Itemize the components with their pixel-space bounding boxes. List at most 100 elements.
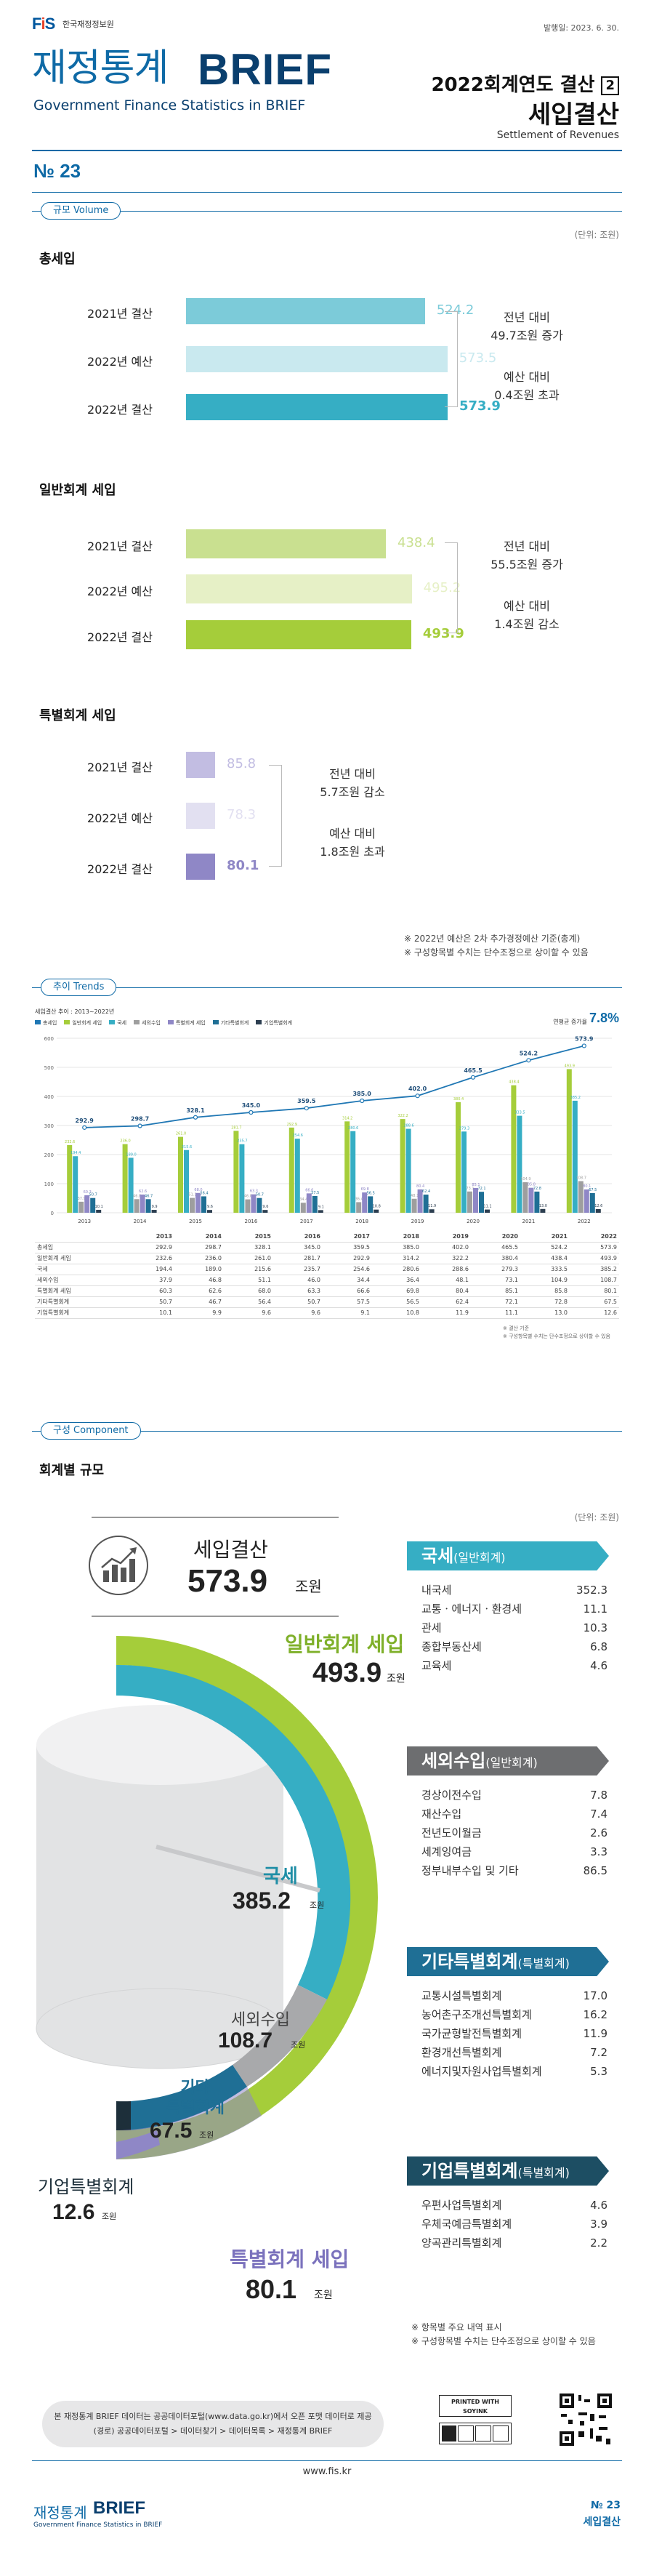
line-data-label: 385.0: [353, 1091, 372, 1097]
panel-item-label: 재산수입: [421, 1807, 462, 1821]
donut-label-tax: 국세: [263, 1866, 298, 1887]
qr-code-icon[interactable]: [558, 2392, 613, 2447]
legend-item: 특별회계 세입: [167, 1019, 206, 1027]
table-cell: 292.9: [124, 1242, 174, 1253]
panel-item: 세계잉여금 3.3: [421, 1842, 607, 1861]
bar-data-label: 34.4: [299, 1197, 307, 1202]
panel-item-value: 3.3: [590, 1845, 607, 1858]
line-total: [84, 1045, 585, 1128]
line-point: [470, 1075, 476, 1080]
panel-item: 우편사업특별회계 4.6: [421, 2196, 607, 2215]
table-cell: 67.5: [569, 1296, 619, 1308]
bar-data-label: 288.6: [403, 1124, 413, 1128]
table-cell: 72.8: [520, 1296, 570, 1308]
bar-1-1: [186, 574, 412, 603]
footer-url[interactable]: www.fis.kr: [302, 2466, 352, 2477]
bar-세외수입: [411, 1198, 417, 1213]
table-cell: 215.6: [223, 1264, 273, 1275]
x-tick-label: 2015: [189, 1219, 202, 1224]
volume-unit: (단위: 조원): [574, 230, 619, 240]
y-tick-label: 600: [44, 1036, 54, 1042]
bar-특별회계 세입: [251, 1194, 257, 1213]
note-yoy: 전년 대비 5.7조원 감소: [291, 765, 414, 801]
bar-일반회계 세입: [178, 1136, 183, 1213]
panel-item-value: 2.6: [590, 1826, 607, 1839]
total-label: 세입결산: [193, 1538, 269, 1562]
issue-title-text: 2022회계연도 결산: [431, 74, 595, 96]
bar-세외수입: [300, 1203, 306, 1213]
bar-data-label: 72.8: [533, 1187, 541, 1191]
y-tick-label: 200: [44, 1152, 54, 1158]
bar-data-label: 80.4: [416, 1184, 424, 1189]
panel-item: 재산수입 7.4: [421, 1805, 607, 1823]
bar-data-label: 10.8: [373, 1205, 381, 1209]
table-cell: 2016: [272, 1231, 323, 1243]
panel-title: 기업특별회계: [421, 2161, 518, 2181]
note-yoy-label: 전년 대비: [504, 310, 550, 324]
panel-item: 관세 10.3: [421, 1618, 607, 1637]
table-cell: 2019: [421, 1231, 471, 1243]
fis-logo: FiS: [32, 15, 55, 33]
bar-국세: [294, 1139, 300, 1213]
subtitle-en: Government Finance Statistics in BRIEF: [33, 97, 306, 113]
trends-line: [32, 987, 622, 988]
panel-item-label: 우편사업특별회계: [421, 2199, 502, 2212]
table-cell: 402.0: [421, 1242, 471, 1253]
table-cell: 333.5: [520, 1264, 570, 1275]
table-cell: 국세: [35, 1264, 125, 1275]
table-row: 특별회계 세입 60.3 62.6 68.0 63.3 66.6 69.8 80.4 85.1 8…: [35, 1285, 619, 1297]
bar-data-label: 73.1: [466, 1187, 474, 1191]
note-yoy-value: 55.5조원 증가: [490, 557, 563, 571]
note-budget-label: 예산 대비: [329, 827, 376, 840]
bar-특별회계 세입: [362, 1192, 368, 1213]
panel-item-value: 352.3: [576, 1584, 607, 1597]
panel-item: 우체국예금특별회계 3.9: [421, 2215, 607, 2234]
table-cell: 524.2: [520, 1242, 570, 1253]
cylinder-body: [36, 1745, 283, 2069]
bar-기업특별회계: [262, 1210, 268, 1213]
bar-data-label: 85.8: [528, 1183, 536, 1187]
legend-item: 총세입: [35, 1019, 57, 1027]
bar-data-label: 12.6: [594, 1204, 602, 1208]
panel-item: 국가균형발전특별회계 11.9: [421, 2024, 607, 2043]
panel-item: 환경개선특별회계 7.2: [421, 2043, 607, 2062]
panel-item-value: 16.2: [583, 2008, 607, 2021]
divider: [32, 192, 622, 193]
table-cell: 2013: [124, 1231, 174, 1243]
bar-data-label: 385.2: [570, 1096, 581, 1100]
panel-item-value: 7.8: [590, 1789, 607, 1802]
component-footnote-2: ※ 구성항목별 수치는 단수조정으로 상이할 수 있음: [411, 2336, 596, 2346]
y-tick-label: 300: [44, 1123, 54, 1129]
bar-data-label: 322.2: [397, 1114, 408, 1118]
footer-issue-no: № 23: [590, 2500, 621, 2511]
panel-item-label: 세계잉여금: [421, 1845, 472, 1858]
bar-data-label: 493.9: [565, 1064, 575, 1068]
line-data-label: 402.0: [408, 1086, 427, 1092]
donut-unit-general: 조원: [387, 1673, 405, 1685]
legend-label: 총세입: [43, 1020, 57, 1026]
legend-swatch: [109, 1020, 116, 1024]
open-data-note-2: (경로) 공공데이터포털 > 데이터찾기 > 데이터목록 > 재정통계 BRIE…: [93, 2426, 333, 2436]
total-value: 573.9: [187, 1563, 268, 1599]
panel-item-label: 농어촌구조개선특별회계: [421, 2008, 532, 2021]
x-tick-label: 2020: [467, 1219, 480, 1224]
panel-item: 교육세 4.6: [421, 1656, 607, 1675]
bar-data-label: 235.7: [237, 1139, 247, 1144]
bar-data-label: 56.5: [367, 1191, 375, 1195]
issue-main: 세입결산: [528, 100, 619, 129]
table-cell: 235.7: [272, 1264, 323, 1275]
bar-특별회계 세입: [528, 1187, 534, 1213]
panel-item: 양곡관리특별회계 2.2: [421, 2234, 607, 2252]
panel-item: 전년도이월금 2.6: [421, 1823, 607, 1842]
bar-label: 2022년 예산: [87, 355, 153, 369]
donut-label-enterprise: 기업특별회계: [38, 2177, 134, 2197]
legend-swatch: [212, 1020, 219, 1024]
bar-data-label: 215.6: [182, 1145, 192, 1149]
bar-data-label: 36.4: [355, 1197, 363, 1201]
donut-label-other-special: 기타 특별회계: [166, 2079, 225, 2117]
bar-value: 78.3: [227, 807, 257, 822]
note-yoy-label: 전년 대비: [504, 539, 550, 553]
line-point: [526, 1058, 531, 1063]
table-cell: 2018: [371, 1231, 421, 1243]
donut-unit-special: 조원: [314, 2290, 333, 2301]
